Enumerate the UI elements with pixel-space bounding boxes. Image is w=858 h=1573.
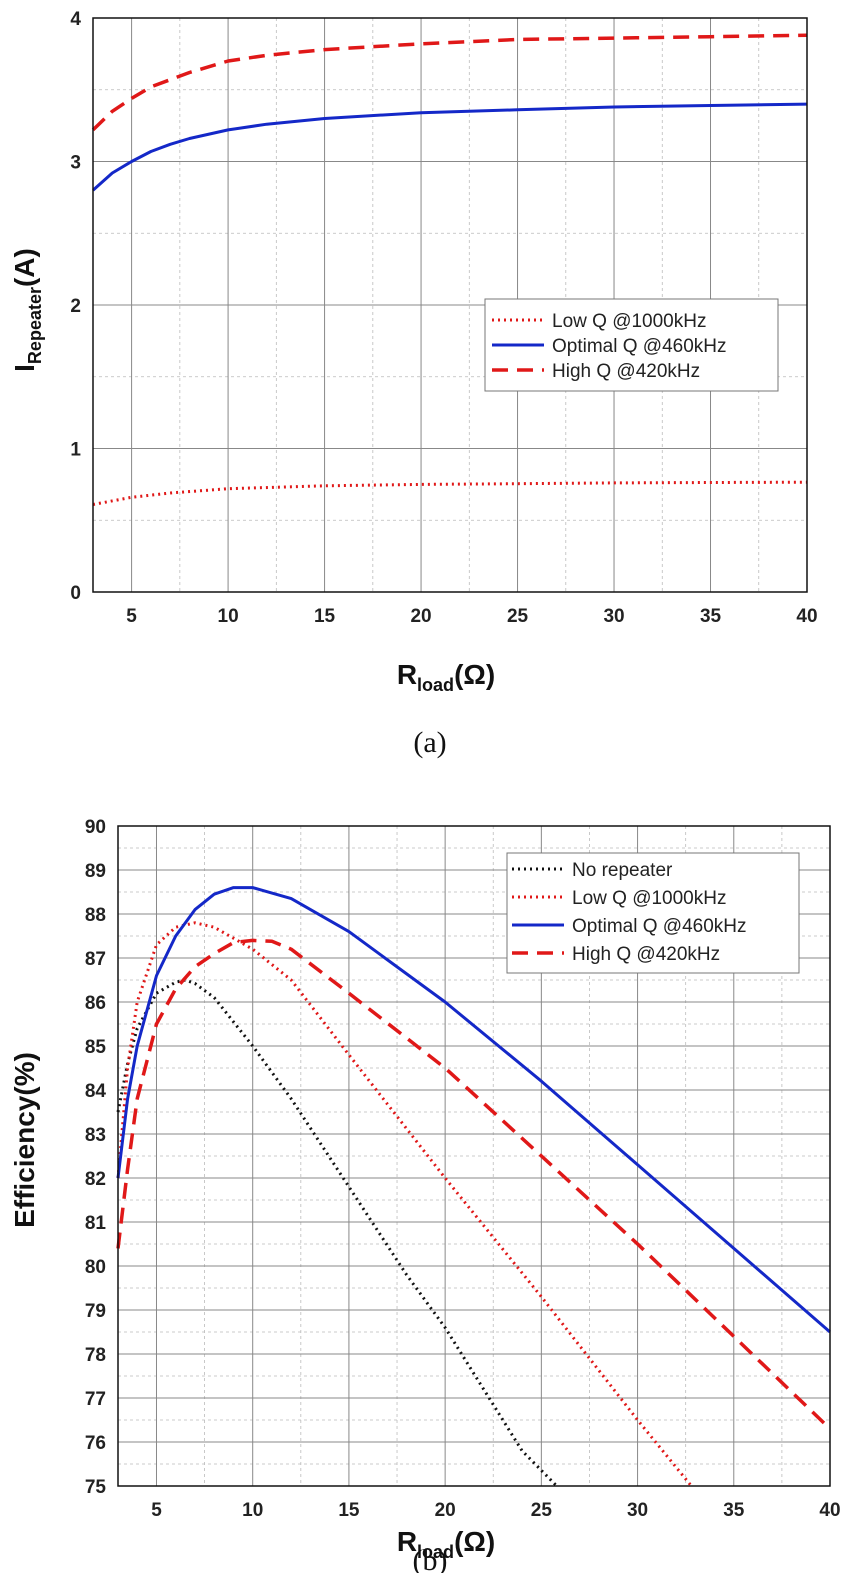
- chart-a-series-line-1: [92, 102, 808, 192]
- chart-b-legend-label-3: High Q @420kHz: [572, 944, 720, 965]
- chart-b-y-tick-label: 79: [85, 1301, 106, 1322]
- chart-a-y-tick-label: 4: [70, 9, 81, 30]
- chart-b-y-tick-labels: 75 76 77 78 79 80 81 82 83 84 85 86 87 88 89 90: [85, 817, 107, 1498]
- chart-b-y-tick-label: 85: [85, 1037, 107, 1058]
- chart-a-y-tick-label: 3: [70, 153, 81, 174]
- chart-b-y-tick-label: 83: [85, 1125, 106, 1146]
- chart-b-y-tick-label: 81: [85, 1213, 107, 1234]
- chart-b-series-line-2: [116, 886, 831, 1334]
- chart-b-y-tick-label: 82: [85, 1169, 106, 1190]
- chart-b-x-tick-label: 30: [627, 1500, 648, 1521]
- chart-b-x-axis-title: Rload(Ω): [397, 1526, 495, 1562]
- chart-a-x-tick-label: 40: [796, 606, 817, 627]
- chart-b-x-tick-label: 5: [151, 1500, 162, 1521]
- chart-a-series: [91, 33, 808, 506]
- chart-b: 5 10 15 20 25 30 35 40 75 76 77 78 79 80 81 82 83 84 85 86…: [9, 817, 841, 1573]
- chart-b-legend-box: [506, 852, 800, 974]
- chart-b-x-tick-label: 10: [242, 1500, 263, 1521]
- chart-b-y-tick-label: 88: [85, 905, 106, 926]
- chart-b-legend: No repeater Low Q @1000kHz Optimal Q @460k…: [506, 852, 800, 974]
- chart-a-y-tick-label: 2: [70, 296, 81, 317]
- chart-b-caption: (b): [413, 1544, 448, 1573]
- chart-a-y-tick-labels: 0 1 2 3 4: [70, 9, 81, 604]
- chart-a-legend-label-2: High Q @420kHz: [552, 361, 700, 382]
- chart-a-x-tick-label: 25: [507, 606, 529, 627]
- chart-b-y-tick-label: 89: [85, 861, 106, 882]
- chart-b-y-tick-label: 84: [85, 1081, 107, 1102]
- chart-b-y-tick-label: 78: [85, 1345, 106, 1366]
- chart-b-y-tick-label: 80: [85, 1257, 106, 1278]
- chart-b-x-tick-label: 20: [435, 1500, 456, 1521]
- chart-b-series-line-1: [116, 921, 693, 1487]
- chart-a-legend-label-0: Low Q @1000kHz: [552, 311, 706, 332]
- chart-a-caption: (a): [413, 726, 446, 759]
- chart-b-x-tick-label: 40: [819, 1500, 840, 1521]
- chart-b-y-tick-label: 77: [85, 1389, 106, 1410]
- chart-b-y-axis-title: Efficiency(%): [9, 1052, 40, 1228]
- chart-a-x-tick-label: 20: [410, 606, 431, 627]
- chart-b-frame: [117, 825, 831, 1487]
- chart-a-y-tick-label: 1: [70, 440, 81, 461]
- chart-b-series-line-3: [116, 938, 832, 1431]
- chart-b-series-line-0: [116, 978, 558, 1488]
- chart-a-x-tick-label: 5: [126, 606, 137, 627]
- chart-b-y-tick-label: 75: [85, 1477, 107, 1498]
- chart-b-legend-label-1: Low Q @1000kHz: [572, 888, 726, 909]
- chart-b-legend-label-2: Optimal Q @460kHz: [572, 916, 747, 937]
- chart-a-legend-label-1: Optimal Q @460kHz: [552, 336, 727, 357]
- chart-b-y-tick-label: 90: [85, 817, 106, 838]
- chart-b-y-tick-label: 76: [85, 1433, 106, 1454]
- chart-a-legend: Low Q @1000kHz Optimal Q @460kHz High Q @4…: [484, 298, 779, 392]
- chart-a-x-tick-labels: 5 10 15 20 25 30 35 40: [126, 606, 817, 627]
- chart-a-series-line-0: [92, 480, 808, 506]
- chart-a-y-axis-title: IRepeater(A): [9, 248, 45, 372]
- chart-b-x-tick-label: 35: [723, 1500, 745, 1521]
- chart-a: 5 10 15 20 25 30 35 40 0 1 2 3 4 Low Q @1000kHz Opti…: [9, 9, 818, 759]
- chart-a-x-tick-label: 10: [218, 606, 239, 627]
- chart-a-series-line-2: [91, 33, 808, 132]
- chart-b-grid: [118, 825, 831, 1487]
- chart-b-series: [116, 886, 832, 1488]
- chart-a-frame: [92, 17, 808, 593]
- chart-b-x-tick-label: 15: [338, 1500, 360, 1521]
- chart-a-x-tick-label: 30: [603, 606, 624, 627]
- chart-b-legend-label-0: No repeater: [572, 860, 673, 881]
- chart-a-x-tick-label: 15: [314, 606, 336, 627]
- chart-b-y-tick-label: 86: [85, 993, 106, 1014]
- chart-b-x-tick-labels: 5 10 15 20 25 30 35 40: [151, 1500, 840, 1521]
- chart-a-x-tick-label: 35: [700, 606, 722, 627]
- chart-b-x-tick-label: 25: [531, 1500, 553, 1521]
- chart-b-y-tick-label: 87: [85, 949, 106, 970]
- chart-a-x-axis-title: Rload(Ω): [397, 659, 495, 695]
- chart-a-y-tick-label: 0: [70, 583, 81, 604]
